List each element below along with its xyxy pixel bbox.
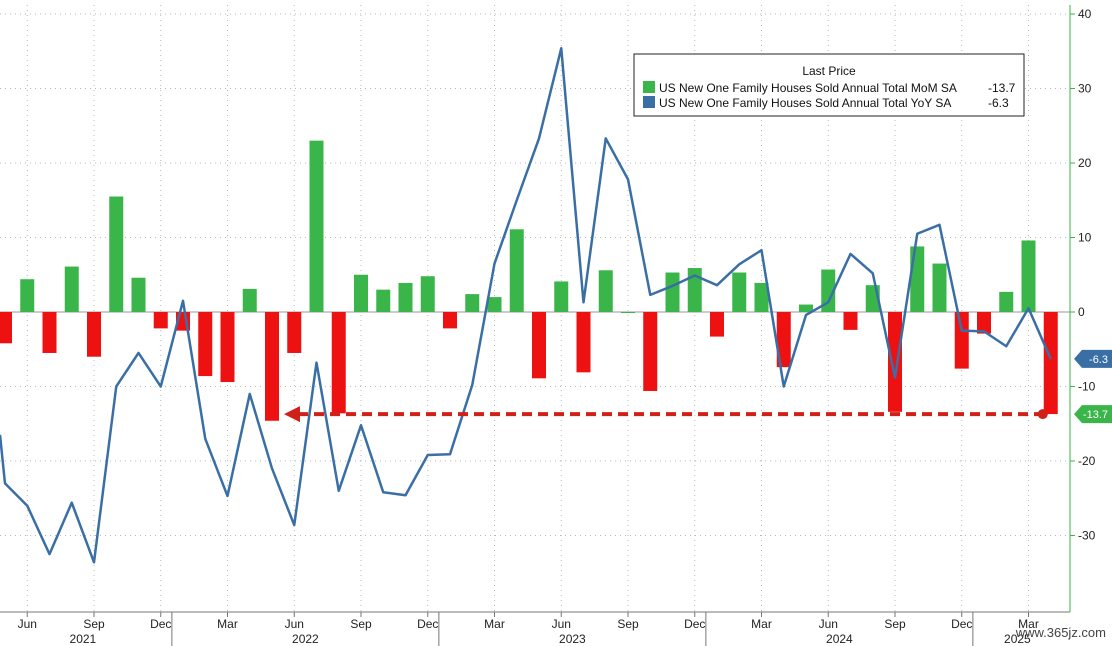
bar-mom xyxy=(87,312,101,357)
bar-mom xyxy=(621,312,635,313)
y-tick-label: -20 xyxy=(1078,454,1096,468)
legend: Last Price US New One Family Houses Sold… xyxy=(633,53,1025,117)
bar-mom xyxy=(242,288,257,312)
bar-mom xyxy=(732,272,747,312)
x-month-label: Mar xyxy=(1018,617,1039,631)
legend-swatch-yoy xyxy=(643,96,655,108)
bar-mom xyxy=(64,266,79,312)
bar-mom xyxy=(287,312,302,353)
bar-mom xyxy=(42,312,57,353)
x-month-label: Dec xyxy=(150,617,171,631)
legend-label-mom: US New One Family Houses Sold Annual Tot… xyxy=(659,81,957,95)
y-tick-label: 30 xyxy=(1078,82,1092,96)
x-month-label: Jun xyxy=(18,617,37,631)
bar-mom xyxy=(576,312,591,373)
y-tick-label: -30 xyxy=(1078,529,1096,543)
x-year-label: 2022 xyxy=(292,632,319,646)
bars-layer xyxy=(0,140,1058,421)
x-year-label: 2025 xyxy=(1004,632,1031,646)
x-month-label: Sep xyxy=(617,617,639,631)
x-month-label: Dec xyxy=(951,617,972,631)
legend-value-mom: -13.7 xyxy=(988,81,1016,95)
y-tick-label: 0 xyxy=(1078,305,1085,319)
bar-mom xyxy=(710,312,724,337)
y-tick-label: 20 xyxy=(1078,156,1092,170)
bar-mom xyxy=(643,312,658,391)
bar-mom xyxy=(265,312,279,421)
bar-mom xyxy=(932,263,947,312)
arrow-tail-dot xyxy=(1037,409,1048,420)
x-month-label: Mar xyxy=(217,617,238,631)
bar-mom xyxy=(1043,312,1058,415)
x-month-label: Mar xyxy=(484,617,505,631)
x-year-label: 2024 xyxy=(826,632,853,646)
bar-mom xyxy=(888,312,902,412)
bar-mom xyxy=(465,294,480,312)
callout-label: -6.3 xyxy=(1089,354,1108,366)
watermark: www.365jz.com xyxy=(1015,625,1106,640)
x-month-label: Sep xyxy=(884,617,906,631)
bar-mom xyxy=(198,312,213,377)
annotation-layer: -6.3 -13.7 xyxy=(284,349,1112,424)
bar-mom xyxy=(665,272,680,312)
bar-mom xyxy=(220,312,235,383)
grid-layer xyxy=(0,5,1070,612)
bar-mom xyxy=(977,312,991,334)
bar-mom xyxy=(910,246,925,312)
bar-mom xyxy=(487,297,502,312)
x-month-label: Jun xyxy=(819,617,838,631)
bar-mom xyxy=(420,276,435,312)
axis-layer: 40 30 20 10 0 -10 -20 -30 Jun Sep Dec Mar Jun Sep Dec M… xyxy=(0,5,1096,646)
bar-mom xyxy=(509,229,524,312)
bar-mom xyxy=(131,277,146,312)
bar-mom xyxy=(687,268,702,312)
line-layer xyxy=(0,47,1052,564)
bar-mom xyxy=(1021,240,1036,312)
callout-box xyxy=(1074,349,1112,368)
bar-mom xyxy=(153,312,168,329)
bar-mom xyxy=(376,289,391,312)
bar-mom xyxy=(532,312,546,379)
bar-mom xyxy=(799,304,813,312)
bar-mom xyxy=(821,269,836,312)
legend-title: Last Price xyxy=(802,64,856,78)
bar-mom xyxy=(554,281,569,312)
bar-mom xyxy=(20,279,35,312)
bar-mom xyxy=(754,282,769,312)
bar-mom xyxy=(999,291,1014,312)
bar-mom xyxy=(0,312,12,344)
x-month-label: Sep xyxy=(350,617,372,631)
bar-mom xyxy=(776,312,791,368)
callout-label: -13.7 xyxy=(1083,409,1108,421)
arrow-head xyxy=(284,406,300,423)
x-month-label: Dec xyxy=(417,617,438,631)
x-month-label: Mar xyxy=(751,617,772,631)
legend-box xyxy=(633,53,1025,117)
x-month-label: Dec xyxy=(684,617,705,631)
x-year-label: 2023 xyxy=(559,632,586,646)
x-month-label: Jun xyxy=(285,617,304,631)
legend-value-yoy: -6.3 xyxy=(988,96,1009,110)
bar-mom xyxy=(354,274,368,312)
x-month-label: Sep xyxy=(83,617,105,631)
legend-label-yoy: US New One Family Houses Sold Annual Tot… xyxy=(659,96,951,110)
y-tick-label: -10 xyxy=(1078,380,1096,394)
bar-mom xyxy=(109,196,124,312)
callout-box xyxy=(1074,405,1112,424)
line-yoy xyxy=(0,47,1052,564)
bar-mom xyxy=(309,140,324,312)
bar-mom xyxy=(598,270,613,312)
bar-mom xyxy=(398,282,413,312)
bar-mom xyxy=(443,312,457,329)
y-tick-label: 10 xyxy=(1078,231,1092,245)
x-year-label: 2021 xyxy=(70,632,97,646)
bar-mom xyxy=(843,312,858,330)
y-tick-label: 40 xyxy=(1078,7,1092,21)
x-month-label: Jun xyxy=(552,617,571,631)
bar-mom xyxy=(331,312,346,414)
bar-mom xyxy=(954,312,969,369)
legend-swatch-mom xyxy=(643,81,655,93)
